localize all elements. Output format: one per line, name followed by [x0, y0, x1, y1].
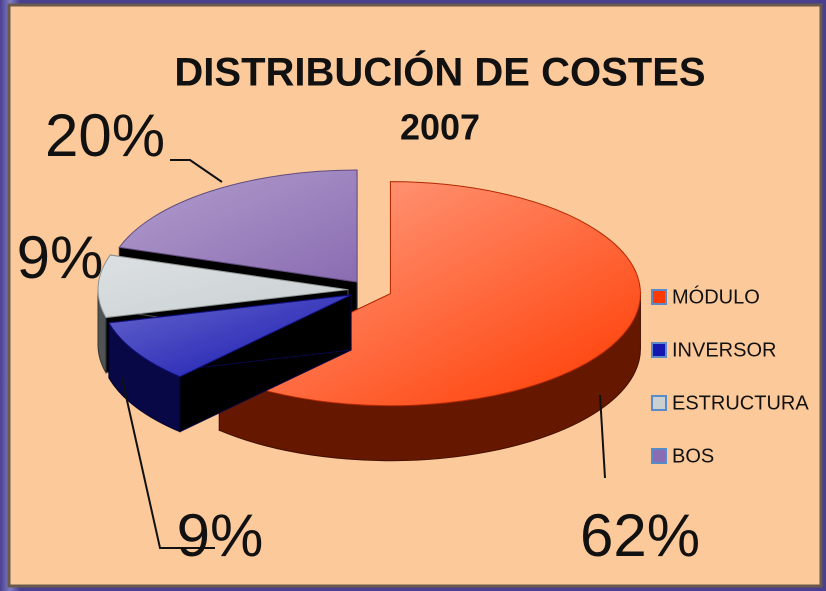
slice	[108, 294, 352, 378]
slice	[97, 254, 349, 319]
legend-swatch	[651, 448, 667, 464]
leader-line	[599, 394, 606, 479]
slice	[118, 169, 358, 283]
leader-line	[170, 159, 223, 183]
legend-label: MÓDULO	[672, 285, 760, 308]
data-label: 9%	[17, 224, 104, 291]
legend-label: BOS	[672, 445, 714, 467]
legend-swatch	[651, 395, 667, 411]
leader-line	[121, 377, 215, 549]
legend-label: INVERSOR	[672, 339, 776, 361]
chart-title: DISTRIBUCIÓN DE COSTES	[174, 49, 705, 95]
data-label: 20%	[45, 102, 165, 169]
legend-swatch	[651, 289, 667, 305]
data-label: 62%	[580, 502, 700, 569]
legend-label: ESTRUCTURA	[672, 392, 809, 414]
legend-swatch	[651, 342, 667, 358]
chart-subtitle: 2007	[400, 107, 480, 148]
data-label: 9%	[177, 502, 264, 569]
